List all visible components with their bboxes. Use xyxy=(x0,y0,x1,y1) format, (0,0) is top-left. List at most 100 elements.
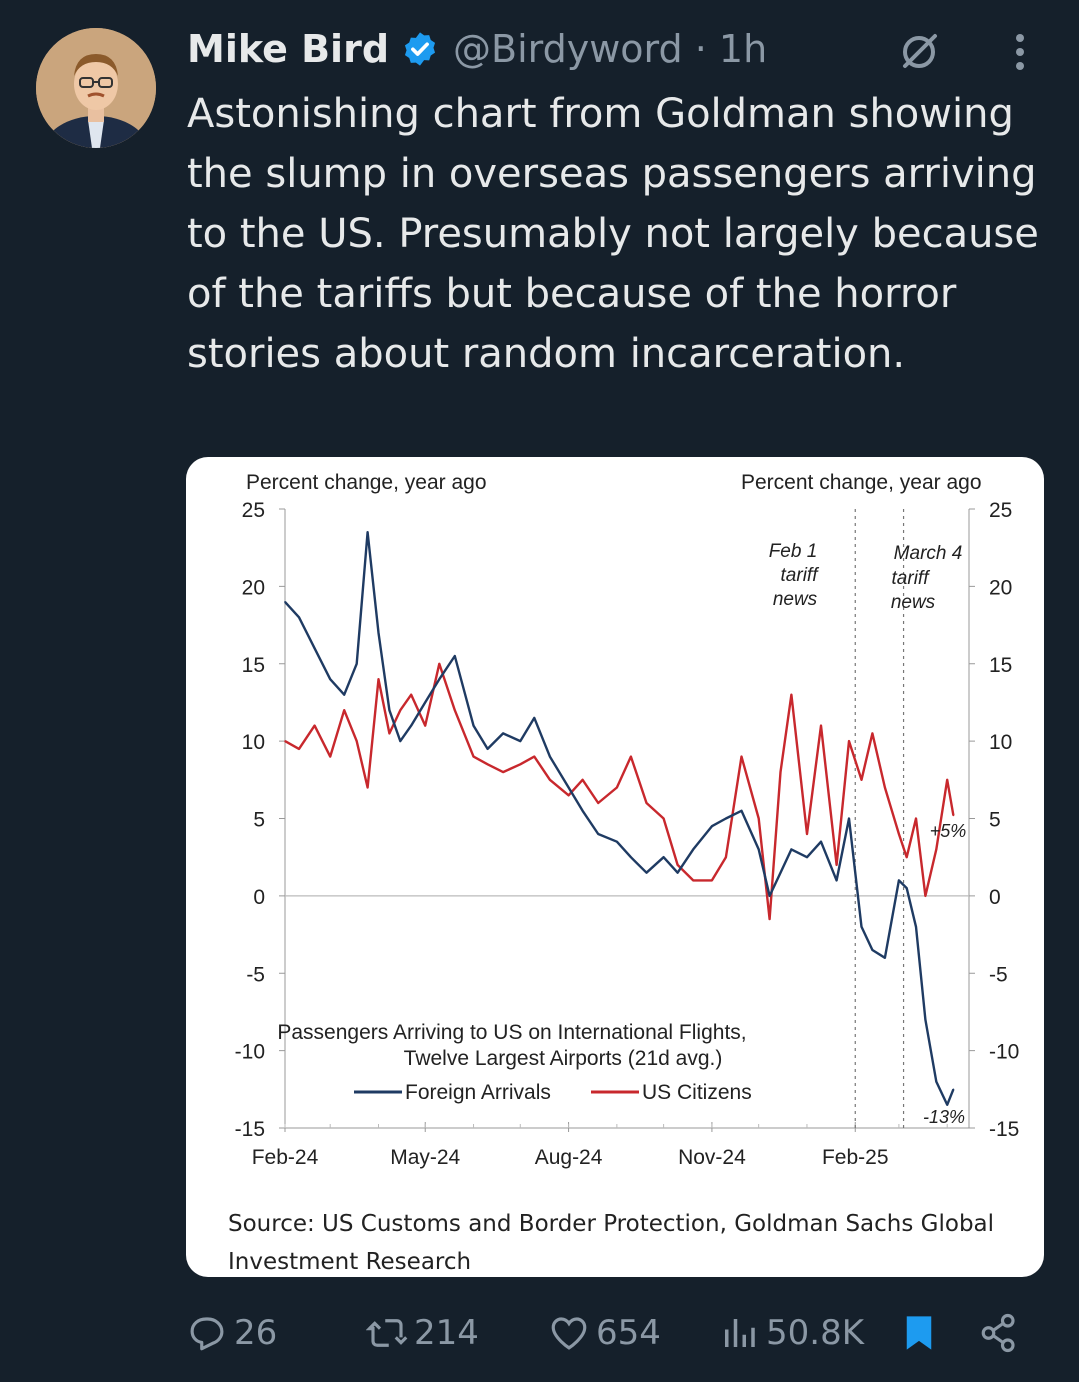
tariff-vlines xyxy=(854,509,905,1128)
x-tick-label: Nov-24 xyxy=(678,1146,746,1169)
us-citizens-point xyxy=(946,779,948,781)
views-button[interactable]: 50.8K xyxy=(718,1304,864,1362)
us-citizens-point xyxy=(884,786,886,789)
us-citizens-point xyxy=(410,693,413,696)
us-citizens-point xyxy=(898,833,900,835)
foreign-arrivals-point xyxy=(860,926,863,928)
foreign-arrivals-point xyxy=(924,1018,927,1021)
x-tick-label: Feb-25 xyxy=(822,1146,889,1169)
left-axis-label: Percent change, year ago xyxy=(246,471,487,494)
us-citizens-point xyxy=(533,755,536,758)
foreign-arrivals-point xyxy=(898,879,900,882)
views-bar-icon xyxy=(725,1319,755,1347)
author-handle[interactable]: @Birdyword · 1h xyxy=(453,27,768,71)
grok-icon[interactable] xyxy=(897,28,943,74)
views-count: 50.8K xyxy=(766,1313,864,1353)
us-citizens-point xyxy=(905,856,908,858)
chart-subtitle: Twelve Largest Airports (21d avg.) xyxy=(404,1047,723,1070)
foreign-arrivals-point xyxy=(692,848,695,851)
foreign-arrivals-point xyxy=(884,956,886,959)
foreign-arrivals-point xyxy=(298,616,300,619)
tweet-header: Mike Bird @Birdyword · 1h xyxy=(187,22,1047,76)
feb1-annotation: Feb 1 tariff news xyxy=(769,541,819,610)
foreign-arrivals-point xyxy=(355,662,358,665)
us-citizens-point xyxy=(424,724,427,727)
foreign-arrivals-point xyxy=(871,949,874,951)
foreign-arrivals-point xyxy=(284,601,286,603)
retweet-button[interactable]: 214 xyxy=(366,1304,479,1362)
y-tick-label-left: 15 xyxy=(242,654,265,677)
foreign-arrivals-point xyxy=(645,871,648,874)
y-tick-label-left: 0 xyxy=(253,886,265,909)
foreign-arrivals-point xyxy=(454,655,456,657)
us-citizens-point xyxy=(924,895,927,897)
chart-image-card[interactable]: Percent change, year ago Percent change,… xyxy=(186,457,1044,1277)
us-citizens-point xyxy=(454,709,456,711)
foreign-arrivals-point xyxy=(630,856,632,858)
author-name[interactable]: Mike Bird xyxy=(187,27,390,71)
foreign-arrivals-point xyxy=(676,871,679,874)
us-citizens-point xyxy=(860,779,863,781)
heart-icon xyxy=(551,1317,587,1350)
foreign-arrivals-point xyxy=(486,748,489,750)
us-citizens-point xyxy=(502,771,504,773)
share-button[interactable] xyxy=(978,1304,1020,1362)
foreign-arrivals-point xyxy=(388,709,391,711)
y-tick-label-right: 5 xyxy=(989,809,1001,832)
us-citizens-point xyxy=(313,724,316,727)
passenger-chart: Percent change, year ago Percent change,… xyxy=(235,471,1020,1169)
retweet-count: 214 xyxy=(414,1313,479,1353)
y-tick-label-right: 0 xyxy=(989,886,1001,909)
tweet-actions: 26 214 654 50.8K xyxy=(186,1304,1046,1362)
foreign-arrivals-point xyxy=(502,732,504,735)
mar4-annotation: March 4 tariff news xyxy=(891,543,963,613)
us-citizens-point xyxy=(935,848,938,851)
svg-text:tariff: tariff xyxy=(892,568,931,589)
us-citizens-point xyxy=(388,732,391,735)
bookmark-button[interactable] xyxy=(898,1304,940,1362)
us-citizens-point xyxy=(549,779,551,781)
y-tick-label-left: 25 xyxy=(242,499,265,522)
us-citizens-point xyxy=(662,817,665,820)
avatar-image xyxy=(36,28,156,148)
foreign-arrivals-point xyxy=(533,717,536,719)
foreign-arrivals-point xyxy=(581,809,584,812)
bookmark-icon xyxy=(906,1316,932,1350)
reply-button[interactable]: 26 xyxy=(186,1304,277,1362)
foreign-arrivals-point xyxy=(519,740,522,742)
foreign-arrivals-point xyxy=(377,632,380,634)
us-citizens-point xyxy=(438,662,441,665)
us-citizens-point xyxy=(366,786,369,789)
foreign-arrivals-point xyxy=(424,701,427,704)
svg-text:tariff: tariff xyxy=(781,565,820,586)
us-citizens-point xyxy=(377,678,380,681)
y-tick-label-left: -10 xyxy=(235,1041,265,1064)
more-dots-icon[interactable] xyxy=(1005,32,1035,72)
y-tick-label-right: -10 xyxy=(989,1041,1019,1064)
us-citizens-point xyxy=(284,740,286,742)
us-citizens-point xyxy=(768,918,771,920)
verified-badge-icon xyxy=(404,32,436,66)
y-tick-label-right: -15 xyxy=(989,1118,1019,1141)
us-end-label: +5% xyxy=(930,821,967,841)
us-citizens-point xyxy=(871,732,874,735)
us-citizens-point xyxy=(329,755,331,758)
tweet-text: Astonishing chart from Goldman showing t… xyxy=(187,91,1039,377)
legend-foreign: Foreign Arrivals xyxy=(405,1081,551,1104)
us-citizens-point xyxy=(915,817,917,820)
like-button[interactable]: 654 xyxy=(548,1304,661,1362)
foreign-arrivals-point xyxy=(438,678,441,681)
us-citizens-point xyxy=(581,779,584,781)
y-tick-label-right: 20 xyxy=(989,576,1012,599)
us-citizens-point xyxy=(472,755,475,758)
share-icon xyxy=(981,1313,1015,1353)
us-citizens-point xyxy=(952,814,955,817)
reply-icon xyxy=(190,1317,224,1351)
us-citizens-point xyxy=(597,802,599,804)
chart-source: Source: US Customs and Border Protection… xyxy=(228,1211,995,1275)
foreign-arrivals-point xyxy=(740,809,743,812)
foreign-arrivals-point xyxy=(329,678,331,681)
reply-count: 26 xyxy=(234,1313,278,1353)
svg-text:March 4: March 4 xyxy=(894,543,963,564)
avatar[interactable] xyxy=(36,28,156,148)
